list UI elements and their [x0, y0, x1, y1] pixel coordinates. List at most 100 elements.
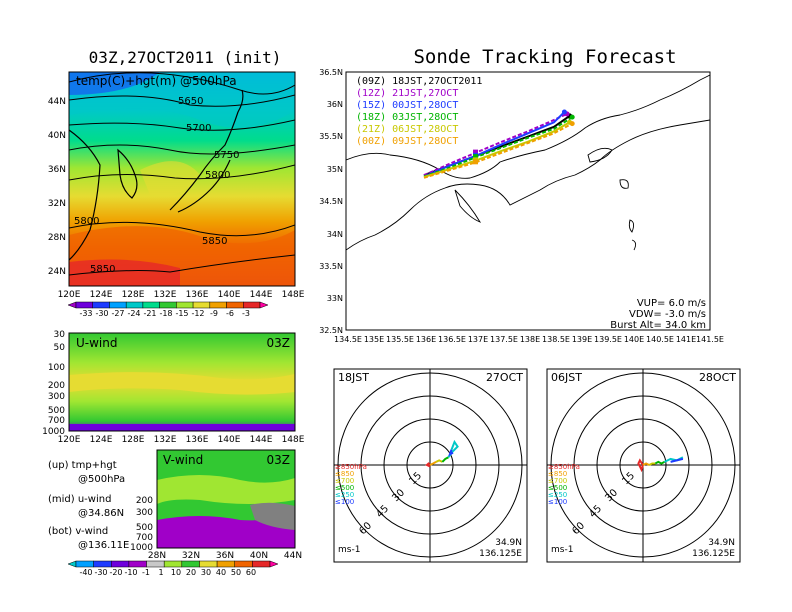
contour-label: 5850	[202, 236, 227, 247]
lon-tick: 135E	[364, 335, 384, 344]
level-legend-item: ≤500	[335, 484, 354, 492]
lat-tick: 36.5N	[319, 68, 343, 77]
lon-tick: 132E	[154, 290, 177, 300]
lon-tick: 141.5E	[696, 335, 724, 344]
height-contour	[69, 254, 295, 276]
lon-tick: 139.5E	[594, 335, 622, 344]
hodo-time: 06JST	[551, 371, 582, 384]
coord-lon: 136.125E	[692, 549, 735, 559]
pressure-tick: 200	[136, 496, 153, 506]
burst-param: Burst Alt= 34.0 km	[610, 320, 706, 331]
colorbar-label: 50	[231, 568, 241, 577]
lon-tick: 135.5E	[386, 335, 414, 344]
map-frame	[68, 71, 296, 287]
level-legend-item: ≤700	[548, 477, 567, 485]
lon-tick: 124E	[90, 435, 113, 445]
lon-tick: 144E	[250, 290, 273, 300]
burst-point	[561, 109, 567, 115]
lon-tick: 144E	[250, 435, 273, 445]
colorbar-swatch	[226, 301, 244, 309]
coastline-honshu-south	[346, 119, 710, 251]
hodograph-segment	[441, 456, 449, 463]
lon-tick: 140E	[218, 290, 241, 300]
note-bot: (bot) v-wind	[48, 526, 108, 537]
lat-tick: 32N	[48, 199, 66, 209]
colorbar-label: -9	[210, 309, 218, 318]
run-legend: (09Z) 18JST,27OCT2011(12Z) 21JST,27OCT(1…	[356, 76, 482, 147]
pressure-tick: 500	[136, 523, 153, 533]
u-wind-surface	[69, 424, 295, 431]
coastline-korea	[117, 148, 138, 199]
colorbar-swatch	[92, 301, 110, 309]
lon-tick: 148E	[282, 290, 305, 300]
pressure-tick: 200	[48, 381, 65, 391]
colorbar-label: 1	[158, 568, 163, 577]
colorbar-swatch	[216, 560, 235, 568]
pressure-tick: 30	[54, 330, 66, 340]
v-wind-band	[157, 475, 295, 504]
run-legend-item: (12Z) 21JST,27OCT	[356, 88, 458, 99]
pressure-tick: 50	[54, 343, 66, 353]
level-legend-item: ≤100	[335, 498, 354, 506]
contour-label: 5800	[205, 170, 230, 181]
v-wind-label: V-wind	[163, 453, 203, 467]
burst-point	[569, 121, 575, 127]
colorbar-swatch	[125, 301, 144, 309]
v-wind-frame	[156, 449, 296, 549]
colorbar-label: -1	[142, 568, 150, 577]
run-legend-item: (00Z) 09JST,28OCT	[356, 136, 458, 147]
lon-tick: 140.5E	[646, 335, 674, 344]
colorbar-label: -10	[124, 568, 137, 577]
lon-tick: 134.5E	[334, 335, 362, 344]
colorbar-swatch	[67, 301, 77, 309]
contour-label: 5650	[178, 96, 203, 107]
coord-lon: 136.125E	[479, 549, 522, 559]
hodograph-segment	[448, 449, 454, 457]
height-contour	[69, 72, 295, 95]
lon-tick: 124E	[90, 290, 113, 300]
colorbar-label: 40	[216, 568, 226, 577]
contour-label: 5800	[74, 216, 99, 227]
hodograph-segment	[642, 462, 650, 466]
level-legend-item: ≤850	[548, 470, 567, 478]
lon-tick: 136E	[416, 335, 436, 344]
height-contour	[69, 119, 295, 131]
v-wind-gray	[250, 502, 295, 530]
coord-lat: 34.9N	[708, 538, 735, 548]
level-legend-item: ≤250	[335, 491, 354, 499]
lon-tick: 120E	[58, 435, 81, 445]
colorbar-swatch	[128, 560, 147, 568]
wind-colorbar	[67, 560, 279, 568]
lat-tick: 34.5N	[319, 197, 343, 206]
colorbar-swatch	[259, 301, 269, 309]
sonde-track-line	[423, 111, 566, 178]
coastline-china	[69, 129, 101, 261]
colorbar-label: -18	[159, 309, 172, 318]
lon-tick: 138E	[520, 335, 540, 344]
lat-tick: 24N	[48, 267, 66, 277]
colorbar-label: -27	[111, 309, 124, 318]
unit-label: ms-1	[338, 545, 360, 555]
lon-tick: 136E	[186, 290, 209, 300]
colorbar-swatch	[199, 560, 218, 568]
lon-tick: 140E	[218, 435, 241, 445]
level-legend-item: ≤700	[335, 477, 354, 485]
colorbar-label: -20	[109, 568, 122, 577]
lat-tick: 36N	[216, 551, 234, 561]
landing-marker	[473, 159, 478, 165]
level-legend-item: ≤850	[335, 470, 354, 478]
colorbar-swatch	[252, 560, 271, 568]
colorbar-swatch	[111, 560, 130, 568]
colorbar-swatch	[269, 560, 279, 568]
lon-tick: 141E	[676, 335, 696, 344]
contour-label: 5850	[90, 264, 115, 275]
lat-tick: 40N	[250, 551, 268, 561]
height-contour	[69, 221, 295, 237]
unit-label: ms-1	[551, 545, 573, 555]
coldest-region	[69, 72, 160, 95]
lat-tick: 32N	[182, 551, 200, 561]
colorbar-swatch	[163, 560, 183, 568]
colorbar-label: -21	[143, 309, 156, 318]
lon-tick: 138.5E	[542, 335, 570, 344]
colorbar-swatch	[142, 301, 160, 309]
